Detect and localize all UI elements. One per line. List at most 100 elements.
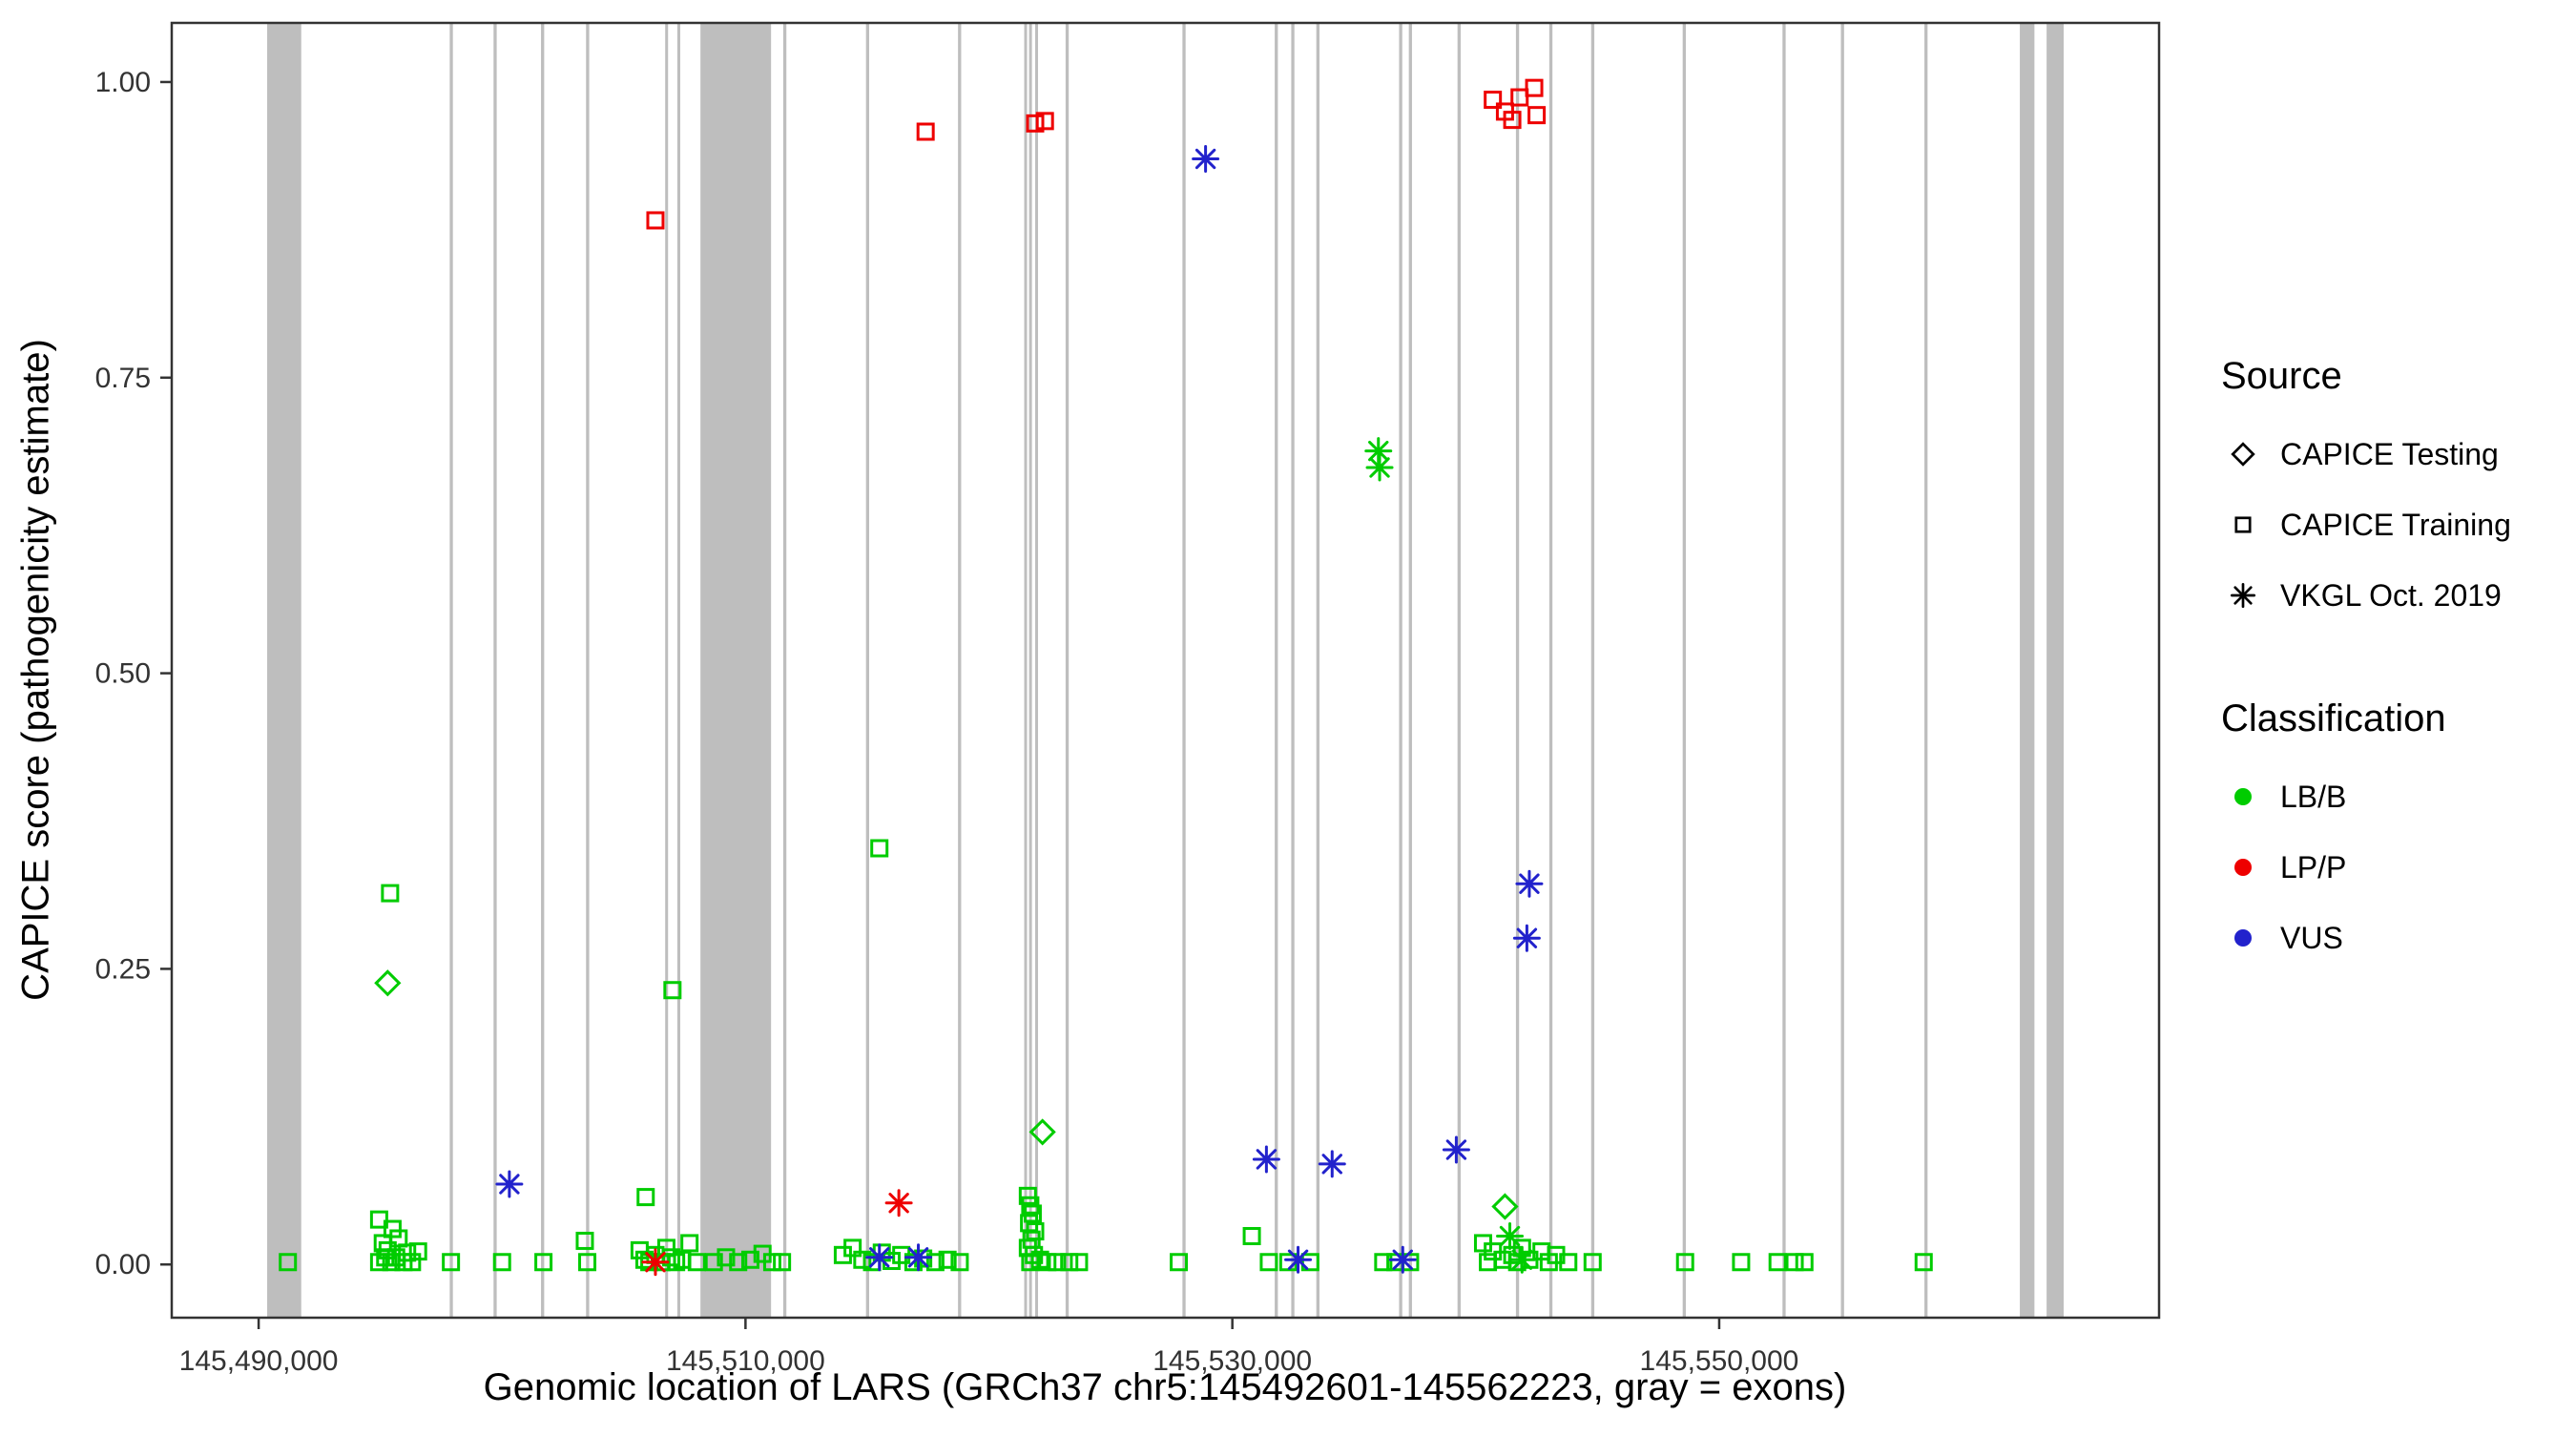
legend: Source CAPICE Testing CAPICE Training VKGL… [2221, 355, 2565, 1040]
data-point-square [578, 1253, 597, 1272]
x-axis-title: Genomic location of LARS (GRCh37 chr5:14… [483, 1366, 1847, 1408]
data-point-diamond [1491, 1193, 1519, 1220]
data-point-square [1060, 1253, 1079, 1272]
data-point-asterisk [1192, 145, 1220, 174]
legend-item-label: VKGL Oct. 2019 [2280, 577, 2502, 613]
series-vus-asterisk [495, 145, 1544, 1274]
exon-region [1065, 24, 1070, 1317]
data-point-square [950, 1253, 969, 1272]
data-point-square [1259, 1253, 1278, 1272]
data-point-square [1048, 1253, 1067, 1272]
data-point-square [1732, 1253, 1751, 1272]
data-point-square [1018, 1186, 1037, 1205]
exon-region [1840, 24, 1844, 1317]
exon-region [586, 24, 590, 1317]
circle-icon [2221, 916, 2265, 960]
data-point-square [870, 839, 889, 858]
data-point-asterisk [1365, 453, 1394, 482]
data-point-square [762, 1253, 781, 1272]
data-point-square [1035, 112, 1054, 131]
x-tick-label: 145,490,000 [179, 1345, 339, 1377]
data-point-asterisk [1442, 1135, 1470, 1164]
legend-item-label: CAPICE Testing [2280, 436, 2499, 471]
legend-source-item: CAPICE Testing [2221, 419, 2565, 489]
legend-source-title: Source [2221, 355, 2342, 397]
legend-classification-item: VUS [2221, 903, 2565, 973]
circle-legend-icon [2234, 859, 2252, 876]
series-lp-p-square [646, 78, 1547, 230]
exon-region [1028, 24, 1032, 1317]
data-point-square [1559, 1253, 1578, 1272]
data-point-asterisk [865, 1243, 894, 1272]
data-point-square [729, 1253, 748, 1272]
exon-region [1408, 24, 1412, 1317]
data-point-square [1021, 1253, 1040, 1272]
data-point-asterisk [884, 1189, 913, 1217]
data-point-asterisk [495, 1170, 524, 1198]
exon-region [2046, 24, 2064, 1317]
diamond-icon [2221, 432, 2265, 476]
data-point-square [704, 1253, 723, 1272]
data-point-square [1170, 1253, 1189, 1272]
data-point-square [442, 1253, 461, 1272]
data-point-asterisk [1252, 1145, 1280, 1174]
data-point-square [408, 1242, 427, 1261]
data-point-square [381, 884, 400, 903]
data-point-square [1795, 1253, 1814, 1272]
data-point-square [383, 1219, 402, 1238]
data-point-square [1583, 1253, 1602, 1272]
data-point-square [687, 1253, 706, 1272]
data-point-asterisk [1515, 869, 1544, 898]
legend-classification-title: Classification [2221, 697, 2446, 739]
exon-region [267, 24, 301, 1317]
data-point-square [663, 981, 682, 1000]
data-point-square [1026, 114, 1045, 133]
data-point-square [740, 1250, 759, 1269]
y-axis-title: CAPICE score (pathogenicity estimate) [14, 339, 57, 1001]
data-point-square [398, 1243, 417, 1262]
data-point-square [382, 1253, 401, 1272]
exon-region [958, 24, 962, 1317]
square-legend-icon [2234, 516, 2252, 533]
data-point-square [1525, 78, 1544, 97]
exon-region [676, 24, 680, 1317]
data-point-asterisk [2230, 582, 2256, 609]
data-point-diamond [374, 969, 402, 997]
data-point-square [636, 1188, 655, 1207]
exon-region [541, 24, 545, 1317]
data-point-square [925, 1253, 945, 1272]
data-point-square [369, 1253, 388, 1272]
exon-region [1924, 24, 1928, 1317]
data-point-square [376, 1248, 395, 1267]
data-point-square [656, 1238, 675, 1258]
y-tick-label: 0.50 [95, 658, 151, 690]
exon-region [1457, 24, 1461, 1317]
exon-region [1399, 24, 1402, 1317]
data-point-asterisk [1507, 1245, 1536, 1274]
exon-region [1034, 24, 1038, 1317]
exon-region [1782, 24, 1786, 1317]
data-point-square [1038, 1253, 1057, 1272]
exon-region [1682, 24, 1686, 1317]
legend-item-label: VUS [2280, 920, 2343, 955]
asterisk-icon [2221, 573, 2265, 617]
x-tick-label: 145,510,000 [666, 1345, 825, 1377]
asterisk-legend-icon [2230, 582, 2256, 609]
x-tick-label: 145,550,000 [1640, 1345, 1799, 1377]
data-point-square [662, 1248, 681, 1267]
exon-region [493, 24, 497, 1317]
data-point-square [492, 1253, 511, 1272]
square-icon [2221, 503, 2265, 547]
circle-icon [2221, 845, 2265, 889]
circle-legend-icon [2234, 929, 2252, 947]
series-lp-p-asterisk [641, 1189, 913, 1277]
data-point-asterisk [1496, 1221, 1525, 1250]
diamond-legend-icon [2231, 442, 2255, 467]
data-point-square [1484, 91, 1503, 110]
data-point-square [916, 122, 935, 141]
legend-item-label: LB/B [2280, 779, 2347, 814]
exon-region [1024, 24, 1028, 1317]
legend-classification-items: LB/B LP/P VUS [2221, 761, 2565, 973]
data-point-square [646, 211, 665, 230]
